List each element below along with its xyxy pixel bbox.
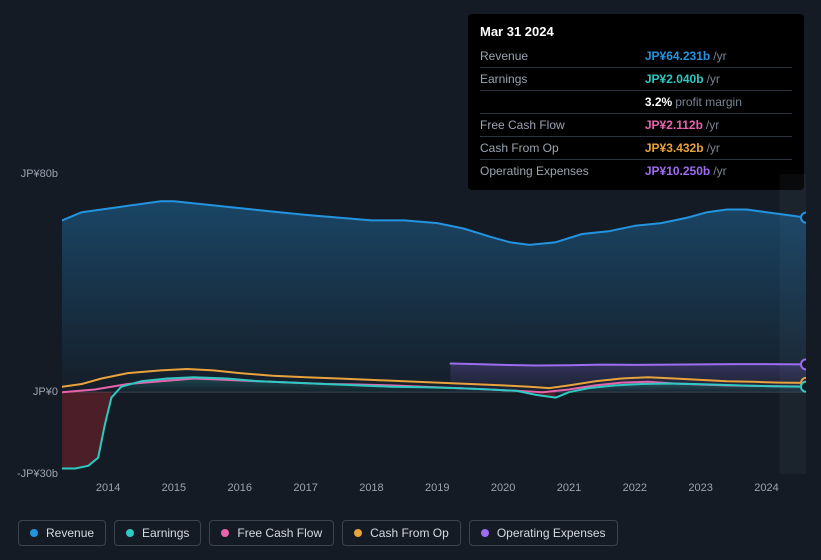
legend-item-earnings[interactable]: Earnings <box>114 520 201 546</box>
x-axis-label: 2021 <box>557 482 581 494</box>
y-axis-label: -JP¥30b <box>0 468 58 480</box>
tooltip-metric-label <box>480 91 645 114</box>
y-axis-label: JP¥0 <box>0 386 58 398</box>
x-axis-label: 2015 <box>162 482 186 494</box>
x-axis-label: 2020 <box>491 482 515 494</box>
tooltip-row: Free Cash FlowJP¥2.112b/yr <box>480 114 792 137</box>
legend-item-cash-from-op[interactable]: Cash From Op <box>342 520 461 546</box>
tooltip-row: RevenueJP¥64.231b/yr <box>480 45 792 68</box>
legend-item-free-cash-flow[interactable]: Free Cash Flow <box>209 520 334 546</box>
tooltip-metric-value: JP¥3.432b/yr <box>645 137 792 160</box>
tooltip-metric-label: Revenue <box>480 45 645 68</box>
tooltip-metric-label: Cash From Op <box>480 137 645 160</box>
legend-label: Earnings <box>142 526 189 540</box>
legend-label: Revenue <box>46 526 94 540</box>
tooltip-metric-label: Free Cash Flow <box>480 114 645 137</box>
legend-label: Free Cash Flow <box>237 526 322 540</box>
x-axis-label: 2019 <box>425 482 449 494</box>
tooltip-row: EarningsJP¥2.040b/yr <box>480 68 792 91</box>
tooltip-row: 3.2%profit margin <box>480 91 792 114</box>
tooltip-metric-label: Earnings <box>480 68 645 91</box>
tooltip-metric-value: 3.2%profit margin <box>645 91 792 114</box>
tooltip-metric-value: JP¥2.112b/yr <box>645 114 792 137</box>
legend-label: Cash From Op <box>370 526 449 540</box>
x-axis-label: 2023 <box>688 482 712 494</box>
x-axis-label: 2016 <box>228 482 252 494</box>
legend: Revenue Earnings Free Cash Flow Cash From O… <box>18 520 618 546</box>
line-chart[interactable] <box>62 174 806 474</box>
x-axis-label: 2017 <box>293 482 317 494</box>
x-axis-label: 2024 <box>754 482 778 494</box>
legend-dot-icon <box>221 529 229 537</box>
tooltip-metric-value: JP¥64.231b/yr <box>645 45 792 68</box>
tooltip-metric-value: JP¥2.040b/yr <box>645 68 792 91</box>
tooltip-row: Cash From OpJP¥3.432b/yr <box>480 137 792 160</box>
legend-dot-icon <box>354 529 362 537</box>
legend-dot-icon <box>126 529 134 537</box>
x-axis-label: 2018 <box>359 482 383 494</box>
x-axis-label: 2022 <box>623 482 647 494</box>
legend-item-operating-expenses[interactable]: Operating Expenses <box>469 520 618 546</box>
legend-item-revenue[interactable]: Revenue <box>18 520 106 546</box>
legend-label: Operating Expenses <box>497 526 606 540</box>
tooltip-date: Mar 31 2024 <box>480 24 792 39</box>
y-axis-label: JP¥80b <box>0 168 58 180</box>
x-axis-label: 2014 <box>96 482 120 494</box>
legend-dot-icon <box>30 529 38 537</box>
chart-area: JP¥80b JP¥0 -JP¥30b 2014 2015 2016 2017 2018 20… <box>0 160 821 520</box>
legend-dot-icon <box>481 529 489 537</box>
